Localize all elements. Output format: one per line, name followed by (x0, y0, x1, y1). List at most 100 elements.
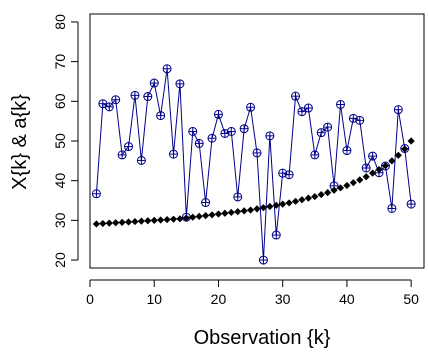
fitted-point (202, 212, 210, 220)
observed-point (303, 103, 313, 113)
y-tick-label: 40 (52, 173, 68, 189)
fitted-point (131, 217, 139, 226)
fitted-point (311, 192, 319, 201)
fitted-point (118, 218, 126, 226)
observed-point (124, 142, 134, 152)
fitted-point (285, 199, 293, 207)
observed-point (162, 64, 172, 74)
observed-point (284, 170, 294, 180)
observed-point (207, 133, 217, 143)
fitted-point (336, 184, 345, 192)
fitted-point (394, 151, 402, 159)
y-tick-label: 80 (52, 14, 68, 30)
x-tick-label: 40 (339, 291, 355, 307)
y-tick-label: 20 (52, 252, 68, 268)
fitted-point (105, 219, 113, 227)
fitted-point (124, 218, 133, 226)
observed-point (342, 146, 352, 156)
observed-point (226, 126, 236, 136)
x-tick-label: 10 (146, 291, 162, 307)
x-axis-title: Observation {k} (194, 327, 331, 349)
observed-point (143, 92, 153, 102)
x-axis: 0 10 20 30 40 50 (86, 279, 419, 307)
observed-point (258, 255, 268, 265)
fitted-point (369, 169, 377, 177)
fitted-point (214, 210, 223, 218)
fitted-point (349, 179, 357, 187)
observed-point (117, 150, 127, 160)
fitted-point (246, 206, 255, 214)
fitted-point (401, 145, 409, 153)
y-axis: 20 30 40 50 60 70 80 (52, 14, 79, 268)
observed-point (149, 78, 159, 88)
observed-point (252, 148, 262, 158)
observed-point (188, 126, 198, 136)
observed-point (355, 115, 365, 125)
fitted-point (407, 137, 415, 145)
fitted-point (362, 173, 370, 181)
fitted-point (324, 188, 332, 197)
fitted-point (92, 220, 101, 228)
fitted-point (330, 186, 338, 194)
observed-point (175, 79, 185, 89)
series-layer (91, 64, 416, 265)
observed-point (336, 99, 345, 109)
observed-point (291, 91, 301, 101)
fitted-point (176, 215, 184, 223)
fitted-point (317, 190, 325, 199)
fitted-point (221, 209, 229, 217)
observed-point (111, 95, 121, 105)
fitted-point (234, 208, 242, 216)
observed-point (156, 111, 166, 121)
fitted-point (195, 212, 203, 221)
observed-point (194, 138, 204, 148)
fitted-point (253, 205, 261, 213)
observed-point (169, 149, 178, 159)
observed-point (91, 189, 101, 199)
fitted-point (208, 211, 216, 219)
observed-point (130, 90, 140, 100)
fitted-point (189, 213, 197, 221)
observed-point (201, 198, 211, 208)
fitted-point (240, 207, 248, 215)
observed-point (265, 131, 275, 141)
observed-point (310, 150, 320, 160)
fitted-point (227, 208, 235, 217)
fitted-point (99, 219, 107, 228)
x-tick-label: 30 (275, 291, 291, 307)
fitted-point (157, 216, 165, 224)
x-tick-label: 50 (403, 291, 419, 307)
fitted-point (150, 216, 158, 224)
y-axis-title: X{k} & a{k} (9, 94, 31, 190)
y-tick-label: 30 (52, 212, 68, 228)
fitted-point (144, 217, 152, 225)
observed-point (361, 163, 371, 173)
observed-point (104, 102, 114, 112)
fitted-point (381, 162, 390, 170)
observed-point (136, 155, 146, 165)
fitted-point (259, 204, 268, 212)
fitted-point (291, 197, 300, 205)
observed-point (393, 105, 403, 115)
observed-point (323, 122, 333, 132)
observed-point (316, 128, 326, 138)
observed-point (406, 199, 416, 209)
fitted-point (182, 214, 190, 222)
observed-point (233, 192, 243, 202)
fitted-point (375, 165, 383, 174)
y-tick-label: 70 (52, 54, 68, 70)
fitted-point (266, 202, 274, 211)
fitted-point (169, 215, 178, 223)
observed-point (213, 109, 223, 119)
y-tick-label: 50 (52, 133, 68, 149)
x-tick-label: 20 (211, 291, 227, 307)
plot-frame (89, 13, 425, 269)
fitted-point (304, 194, 312, 202)
fitted-point (298, 196, 306, 204)
observed-point (246, 102, 256, 112)
observed-point (271, 230, 281, 240)
x-tick-label: 0 (86, 291, 94, 307)
fitted-point (388, 157, 396, 165)
